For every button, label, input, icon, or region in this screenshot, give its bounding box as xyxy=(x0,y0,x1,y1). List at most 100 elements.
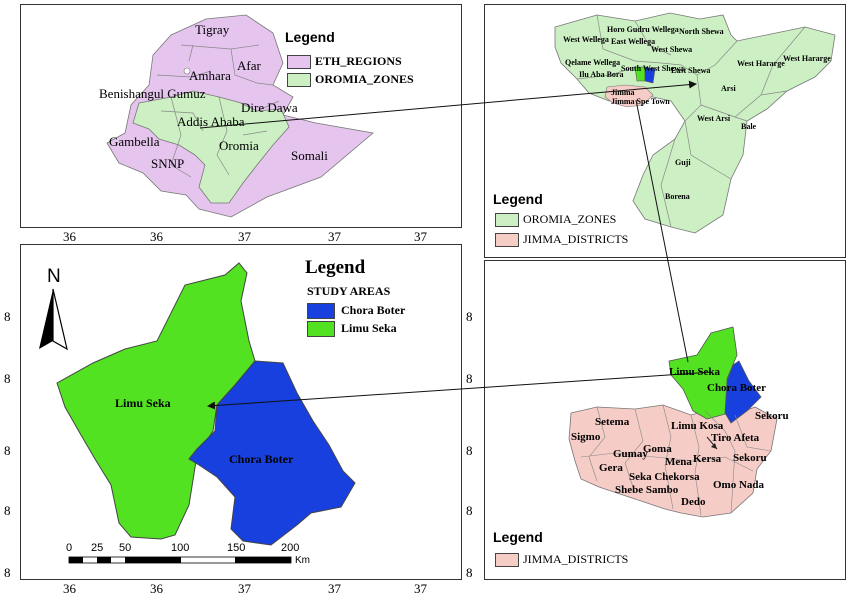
chora-boter-inset xyxy=(644,66,656,84)
zone-label: Horo Gudru Wellega xyxy=(607,25,679,34)
district-label: Setema xyxy=(595,416,630,428)
x-tick-bottom: 37 xyxy=(328,581,341,596)
chora-boter-shape xyxy=(188,360,356,546)
zone-label: East Wellega xyxy=(611,37,656,46)
scale-tick: 0 xyxy=(66,542,73,554)
x-tick-top: 36 xyxy=(63,229,76,244)
zone-label: Guji xyxy=(675,158,691,167)
district-label: Sekoru xyxy=(733,452,767,464)
legend-title: Legend xyxy=(285,29,335,45)
zone-label: West Wellega xyxy=(563,35,609,44)
north-arrow-icon xyxy=(39,288,68,351)
zone-label: West Shewa xyxy=(651,45,693,54)
zone-label: Borena xyxy=(665,192,690,201)
region-label: Amhara xyxy=(189,68,231,83)
x-tick-bottom: 36 xyxy=(63,581,76,596)
legend-label: Chora Boter xyxy=(341,303,406,317)
scale-tick: 25 xyxy=(91,542,104,554)
y-tick-left: 8 xyxy=(4,443,11,458)
district-label: Chora Boter xyxy=(707,382,766,394)
district-label: Gera xyxy=(599,462,623,474)
y-tick-left: 8 xyxy=(4,503,11,518)
legend-swatch-jimma-districts xyxy=(495,233,519,247)
scale-tick: 150 xyxy=(227,542,246,554)
region-label: Somali xyxy=(291,148,328,163)
study-area-map xyxy=(39,262,356,564)
legend-swatch-eth-regions xyxy=(287,55,311,69)
zone-label: West Arsi xyxy=(697,114,731,123)
legend-swatch-limu-seka xyxy=(307,321,335,337)
region-label: SNNP xyxy=(151,156,185,171)
district-label: Kersa xyxy=(693,453,722,465)
legend-subtitle: STUDY AREAS xyxy=(307,284,391,298)
district-label: Goma xyxy=(643,443,672,455)
zone-label: East Shewa xyxy=(671,66,711,75)
zone-label: West Hararge xyxy=(737,59,785,68)
scale-unit: Km xyxy=(295,555,310,566)
ethiopia-map-panel: Tigray Afar Amhara Benishangul Gumuz Dir… xyxy=(20,4,462,228)
district-label: Sigmo xyxy=(571,431,601,443)
x-tick-top: 37 xyxy=(238,229,251,244)
district-label: Dedo xyxy=(681,496,706,508)
zone-label: Jimma xyxy=(611,88,635,97)
jimma-map-panel: Limu Seka Chora Boter Sekoru Setema Limu… xyxy=(484,260,846,580)
district-label: Limu Kosa xyxy=(671,420,724,432)
y-tick-right: 8 xyxy=(466,371,473,386)
y-tick-right: 8 xyxy=(466,443,473,458)
north-label: N xyxy=(47,266,61,287)
zone-label: North Shewa xyxy=(679,27,724,36)
district-label: Gumay xyxy=(613,448,648,460)
zone-label: Bale xyxy=(741,122,757,131)
region-label: Dire Dawa xyxy=(241,100,298,115)
x-tick-top: 37 xyxy=(328,229,341,244)
legend-label: JIMMA_DISTRICTS xyxy=(523,232,629,246)
district-label: Limu Seka xyxy=(669,366,721,378)
scale-tick: 100 xyxy=(171,542,190,554)
x-tick-bottom: 37 xyxy=(414,581,427,596)
x-tick-bottom: 37 xyxy=(238,581,251,596)
legend-title: Legend xyxy=(305,257,366,278)
zone-label: Qelame Wellega xyxy=(565,58,621,67)
legend-swatch-chora-boter xyxy=(307,303,335,319)
y-tick-left: 8 xyxy=(4,309,11,324)
district-label: Shebe Sambo xyxy=(615,484,679,496)
legend-label: ETH_REGIONS xyxy=(315,54,402,68)
district-label: Mena xyxy=(665,456,692,468)
y-tick-right: 8 xyxy=(466,503,473,518)
scale-bar xyxy=(68,556,292,564)
region-label: Tigray xyxy=(195,22,230,37)
x-tick-bottom: 36 xyxy=(150,581,163,596)
legend-swatch-jimma-districts xyxy=(495,553,519,567)
kersa-arrow-head xyxy=(711,443,717,449)
region-label: Benishangul Gumuz xyxy=(99,86,206,101)
study-label-chora-boter: Chora Boter xyxy=(229,452,294,466)
legend-label: Limu Seka xyxy=(341,321,397,335)
zone-label: Ilu Aba Bora xyxy=(579,70,624,79)
zone-label: West Hararge xyxy=(783,54,831,63)
region-label: Afar xyxy=(237,58,261,73)
scale-tick: 200 xyxy=(281,542,300,554)
legend-swatch-oromia-zones xyxy=(287,73,311,87)
region-label: Gambella xyxy=(109,134,160,149)
y-tick-left: 8 xyxy=(4,371,11,386)
chora-boter-shape xyxy=(724,360,762,424)
study-area-panel: N Limu Seka Chora Boter Legend STUDY ARE… xyxy=(20,244,462,580)
x-tick-top: 36 xyxy=(150,229,163,244)
zone-label: Jimma Spe Town xyxy=(611,97,670,106)
region-label: Oromia xyxy=(219,138,259,153)
district-borders xyxy=(580,404,772,516)
scale-tick: 50 xyxy=(119,542,132,554)
jimma-districts-shape xyxy=(568,404,778,518)
legend-title: Legend xyxy=(493,529,543,545)
zone-label: South West Shewa xyxy=(621,64,684,73)
study-label-limu-seka: Limu Seka xyxy=(115,396,171,410)
zone-label: Arsi xyxy=(721,84,736,93)
legend-title: Legend xyxy=(493,191,543,207)
y-tick-right: 8 xyxy=(466,565,473,580)
region-label: Addis Ababa xyxy=(177,114,245,129)
district-label: Tiro Afeta xyxy=(711,432,760,444)
district-label: Seka Chekorsa xyxy=(629,471,700,483)
y-tick-left: 8 xyxy=(4,565,11,580)
legend-label: OROMIA_ZONES xyxy=(523,212,617,226)
y-tick-right: 8 xyxy=(466,309,473,324)
